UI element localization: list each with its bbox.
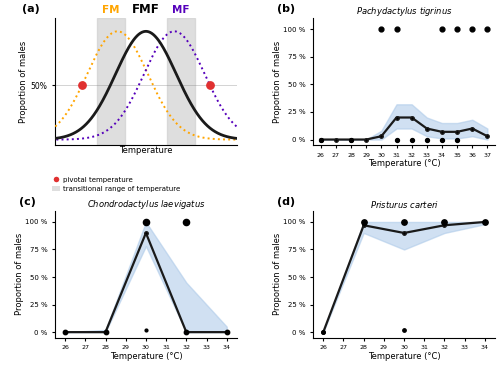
Text: (c): (c)	[18, 197, 36, 207]
Bar	[96, 18, 125, 145]
Point	[392, 137, 400, 142]
Point	[392, 26, 400, 32]
Point	[61, 329, 69, 335]
Point	[102, 329, 110, 335]
Title: $\it{Pristurus\ carteri}$: $\it{Pristurus\ carteri}$	[370, 199, 438, 210]
Point	[378, 26, 386, 32]
Point	[481, 219, 489, 225]
Point	[142, 219, 150, 225]
Point	[400, 219, 408, 225]
Point	[317, 137, 325, 142]
Point	[438, 137, 446, 142]
X-axis label: Temperature (°C): Temperature (°C)	[368, 159, 440, 168]
Point	[423, 137, 431, 142]
Point	[182, 219, 190, 225]
Point	[347, 137, 355, 142]
Bar	[166, 18, 195, 145]
Text: MF: MF	[172, 5, 190, 15]
Point	[142, 327, 150, 333]
X-axis label: Temperature (°C): Temperature (°C)	[110, 352, 182, 361]
Y-axis label: Proportion of males: Proportion of males	[14, 233, 24, 315]
Point	[206, 83, 214, 88]
Legend: pivotal temperature, transitional range of temperature: pivotal temperature, transitional range …	[50, 174, 184, 195]
Y-axis label: Proportion of males: Proportion of males	[273, 233, 282, 315]
Point	[360, 219, 368, 225]
Point	[408, 137, 416, 142]
Title: $\it{Pachydactylus\ tigrinus}$: $\it{Pachydactylus\ tigrinus}$	[356, 6, 452, 18]
Text: FM: FM	[102, 5, 120, 15]
Point	[440, 219, 448, 225]
Point	[468, 26, 476, 32]
Text: (d): (d)	[277, 197, 295, 207]
Title: $\it{Chondrodactylus\ laevigatus}$: $\it{Chondrodactylus\ laevigatus}$	[86, 198, 205, 211]
Y-axis label: Proportion of males: Proportion of males	[273, 41, 282, 123]
Text: FMF: FMF	[132, 3, 160, 16]
Y-axis label: Proportion of males: Proportion of males	[18, 41, 28, 123]
Text: (a): (a)	[22, 4, 40, 14]
X-axis label: Temperature (°C): Temperature (°C)	[368, 352, 440, 361]
Text: (b): (b)	[277, 4, 295, 14]
Point	[400, 327, 408, 333]
Point	[320, 329, 328, 335]
X-axis label: Temperature: Temperature	[119, 146, 172, 156]
Point	[182, 329, 190, 335]
Point	[453, 137, 461, 142]
Point	[78, 83, 86, 88]
Point	[453, 26, 461, 32]
Point	[222, 329, 230, 335]
Point	[484, 26, 492, 32]
Point	[438, 26, 446, 32]
